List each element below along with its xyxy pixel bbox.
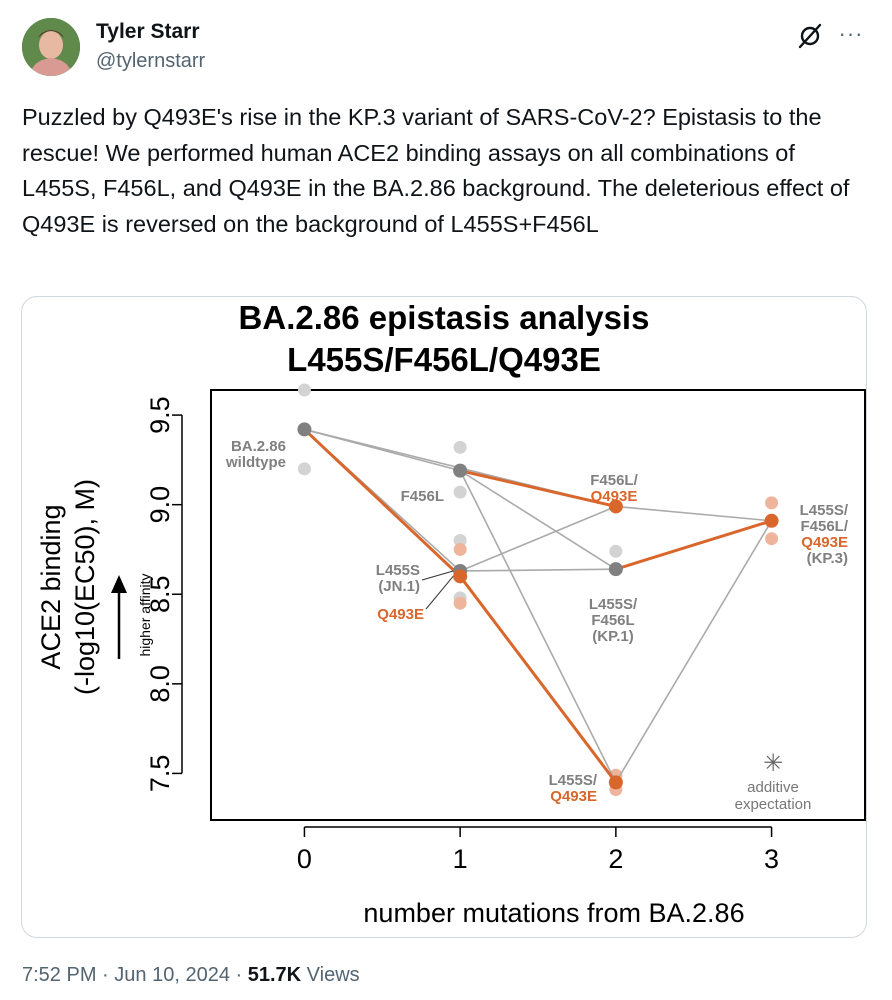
label-l455s: L455S — [376, 562, 420, 579]
label-triple: F456L/ — [800, 518, 848, 535]
label-f456l: F456L — [401, 488, 444, 505]
label-leader-line — [421, 570, 454, 581]
orange-path-line — [459, 469, 617, 508]
separator-dot: · — [235, 964, 243, 986]
gray-path-line — [459, 505, 617, 572]
label-triple: L455S/ — [800, 502, 849, 519]
separator-dot: · — [102, 964, 109, 986]
x-axis-label: number mutations from BA.2.86 — [363, 898, 744, 928]
epistasis-chart: BA.2.86 epistasis analysis L455S/F456L/Q4… — [36, 299, 866, 928]
y-axis-label: ACE2 binding — [36, 504, 66, 669]
orange-path-line — [615, 519, 773, 571]
replicate-point — [609, 544, 623, 558]
y-axis-label-units: (-log10(EC50), M) — [70, 479, 100, 695]
point-wt — [297, 422, 312, 437]
replicate-point — [453, 542, 467, 556]
label-f456l_q493e: F456L/ — [590, 472, 638, 489]
y-tick-label: 9.0 — [145, 486, 175, 524]
author-handle[interactable]: @tylernstarr — [96, 50, 206, 72]
label-l455s_f456l: (KP.1) — [592, 628, 633, 645]
gray-path-line — [615, 505, 772, 522]
point-l455s_q493e — [608, 775, 623, 790]
legend-label: expectation — [735, 796, 812, 813]
additive-expectation-symbol: ✳ — [763, 750, 783, 777]
x-tick-label: 2 — [608, 844, 623, 874]
point-triple — [764, 513, 779, 528]
post-time[interactable]: 7:52 PM — [22, 964, 97, 986]
replicate-point — [453, 596, 467, 610]
y-tick-label: 7.5 — [145, 755, 175, 793]
replicate-point — [453, 440, 467, 454]
affinity-arrow-head — [111, 575, 127, 593]
label-l455s_f456l: F456L — [591, 612, 634, 629]
post-date[interactable]: Jun 10, 2024 — [114, 964, 230, 986]
replicate-point — [297, 383, 311, 397]
avatar[interactable] — [22, 18, 80, 76]
label-leader-line — [425, 576, 454, 610]
y-tick-label: 8.0 — [145, 665, 175, 703]
views-count: 51.7K — [247, 964, 302, 986]
orange-path-line — [458, 575, 618, 784]
y-tick-label: 8.5 — [145, 575, 175, 613]
label-wt: wildtype — [225, 454, 286, 471]
replicate-point — [765, 496, 779, 510]
views-label: Views — [306, 964, 360, 986]
label-f456l_q493e: Q493E — [591, 488, 638, 505]
label-q493e: Q493E — [377, 606, 424, 623]
label-l455s_q493e: Q493E — [550, 788, 597, 805]
point-f456l_q493e — [608, 499, 623, 514]
x-tick-label: 3 — [764, 844, 779, 874]
tweet-text: Puzzled by Q493E's rise in the KP.3 vari… — [22, 104, 850, 237]
x-tick-label: 0 — [297, 844, 312, 874]
label-l455s_f456l: L455S/ — [589, 596, 638, 613]
x-tick-label: 1 — [453, 844, 468, 874]
replicate-point — [765, 532, 779, 546]
tweet-media-chart[interactable]: BA.2.86 epistasis analysis L455S/F456L/Q4… — [21, 296, 867, 938]
replicate-point — [453, 534, 467, 547]
grok-icon[interactable] — [796, 22, 824, 50]
label-l455s: (JN.1) — [378, 578, 420, 595]
label-triple: (KP.3) — [807, 550, 848, 567]
plot-frame — [210, 389, 866, 821]
gray-path-line — [459, 469, 617, 570]
label-triple: Q493E — [801, 534, 848, 551]
chart-subtitle: L455S/F456L/Q493E — [287, 341, 601, 378]
point-q493e — [453, 569, 468, 584]
y-tick-label: 9.5 — [145, 396, 175, 434]
author-name[interactable]: Tyler Starr — [96, 20, 200, 43]
avatar-image — [22, 18, 80, 76]
point-f456l — [453, 463, 468, 478]
gray-path-line — [459, 470, 617, 783]
replicate-point — [297, 462, 311, 476]
legend-label: additive — [747, 779, 799, 796]
orange-path-line — [303, 428, 462, 578]
tweet-footer: 7:52 PM · Jun 10, 2024 · 51.7K Views — [22, 964, 360, 987]
point-l455s_f456l — [608, 562, 623, 577]
label-wt: BA.2.86 — [231, 438, 286, 455]
gray-path-line — [460, 568, 616, 572]
more-options-icon[interactable]: ··· — [838, 21, 864, 46]
gray-path-line — [615, 520, 773, 783]
chart-title: BA.2.86 epistasis analysis — [239, 299, 650, 336]
affinity-arrow-label: higher affinity — [137, 573, 153, 656]
replicate-point — [453, 485, 467, 499]
label-l455s_q493e: L455S/ — [549, 772, 598, 789]
